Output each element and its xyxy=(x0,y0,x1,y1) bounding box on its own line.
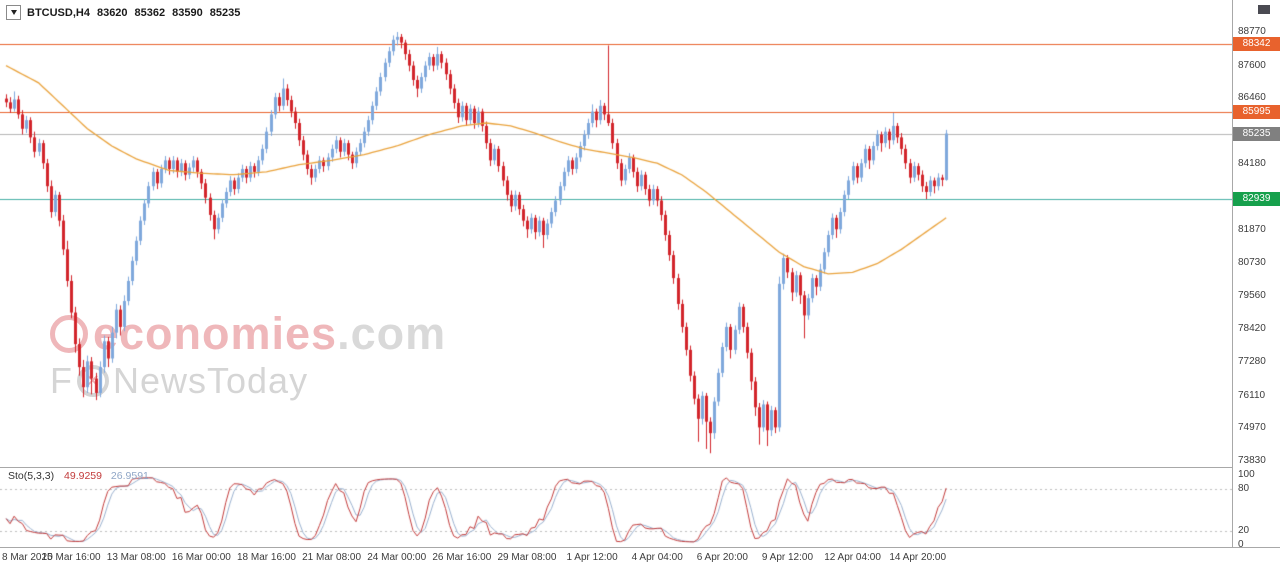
price-axis-label: 88770 xyxy=(1238,26,1266,37)
time-axis-label: 9 Apr 12:00 xyxy=(761,552,814,563)
indicator-value-signal: 26.9591 xyxy=(110,470,149,482)
price-badge: 88342 xyxy=(1233,37,1280,52)
ohlc-low: 83590 xyxy=(172,6,203,19)
price-badge: 85995 xyxy=(1233,104,1280,119)
ohlc-open: 83620 xyxy=(96,6,128,19)
time-axis-label: 26 Mar 16:00 xyxy=(432,552,492,563)
time-axis-label: 6 Apr 20:00 xyxy=(696,552,748,563)
chart-title-bar: BTCUSD,H4 83620 85362 83590 85235 xyxy=(6,5,240,20)
pane-separator[interactable] xyxy=(0,467,1280,468)
price-axis-label: 87600 xyxy=(1238,59,1266,71)
window-control-icon[interactable] xyxy=(1258,5,1270,14)
indicator-axis-label: 0 xyxy=(1238,539,1244,550)
indicator-label: Sto(5,3,3) 49.9259 26.9591 xyxy=(8,470,149,482)
price-badge: 85235 xyxy=(1233,126,1280,141)
price-axis-label: 86460 xyxy=(1238,92,1266,104)
price-badge: 82939 xyxy=(1233,192,1280,207)
price-axis-label: 84180 xyxy=(1238,157,1266,169)
price-axis-label: 77280 xyxy=(1238,355,1266,367)
indicator-value-main: 49.9259 xyxy=(64,470,102,482)
indicator-axis-label: 100 xyxy=(1238,469,1255,480)
time-axis-label: 10 Mar 16:00 xyxy=(41,552,101,563)
price-axis-label: 76110 xyxy=(1238,389,1266,401)
price-axis-label: 73830 xyxy=(1238,455,1266,466)
price-axis-label: 80730 xyxy=(1238,256,1266,268)
chart-symbol-period: BTCUSD,H4 xyxy=(27,6,90,19)
time-axis-label: 29 Mar 08:00 xyxy=(497,552,557,563)
time-axis-label: 14 Apr 20:00 xyxy=(889,552,947,563)
time-axis-label: 16 Mar 00:00 xyxy=(171,552,231,563)
price-axis-label: 79560 xyxy=(1238,290,1266,302)
price-axis-label: 78420 xyxy=(1238,323,1266,335)
chart-plot-area[interactable] xyxy=(0,0,1232,547)
time-axis-label: 13 Mar 08:00 xyxy=(106,552,166,563)
price-axis[interactable]: 88770 87600 86460 84180 81870 80730 79560 78420… xyxy=(1232,0,1280,550)
symbol-dropdown-button[interactable] xyxy=(6,5,21,20)
time-axis-label: 12 Apr 04:00 xyxy=(824,552,881,563)
ohlc-close: 85235 xyxy=(209,6,241,19)
time-axis-label: 24 Mar 00:00 xyxy=(367,552,427,563)
time-axis-label: 1 Apr 12:00 xyxy=(566,552,618,563)
indicator-name: Sto(5,3,3) xyxy=(8,470,55,482)
indicator-axis-label: 20 xyxy=(1238,525,1250,536)
chevron-down-icon xyxy=(10,10,17,15)
price-axis-label: 81870 xyxy=(1238,224,1266,236)
time-axis-label: 18 Mar 16:00 xyxy=(237,552,296,563)
price-axis-label: 74970 xyxy=(1238,422,1266,434)
time-axis-label: 21 Mar 08:00 xyxy=(302,552,362,563)
indicator-axis-label: 80 xyxy=(1238,483,1250,494)
time-axis-label: 4 Apr 04:00 xyxy=(631,552,683,563)
time-axis-label: 8 Mar 2025 xyxy=(2,552,53,563)
ohlc-high: 85362 xyxy=(134,6,166,19)
time-axis[interactable]: 8 Mar 2025 10 Mar 16:00 13 Mar 08:00 16 Mar… xyxy=(0,547,1280,567)
